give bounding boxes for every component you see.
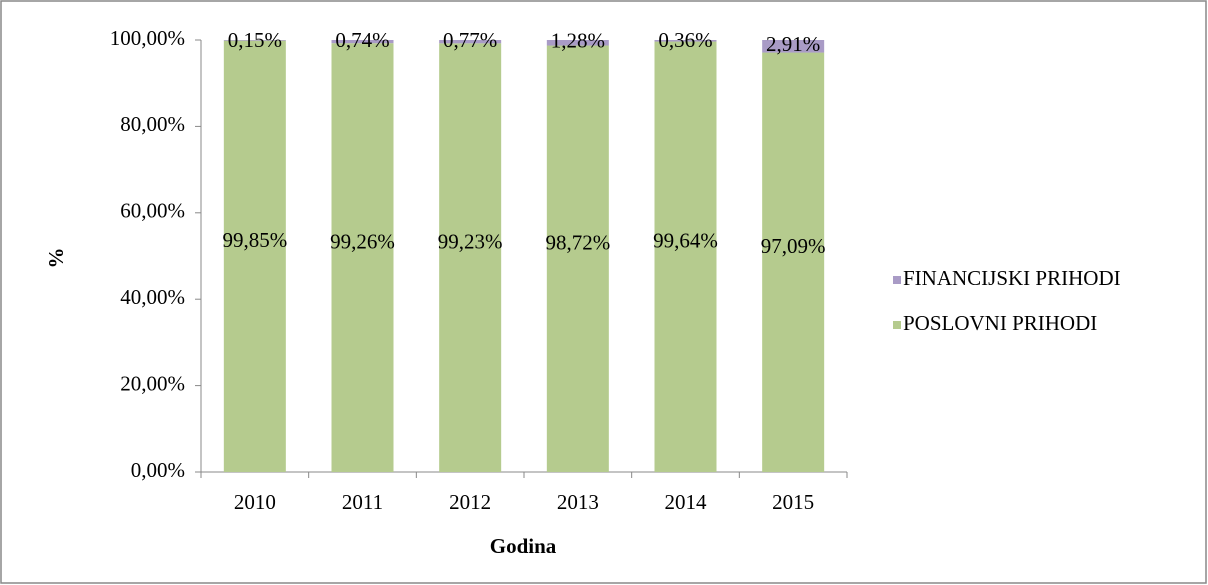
x-axis-title: Godina xyxy=(490,534,557,558)
bar-segment xyxy=(546,40,609,46)
y-tick-label: 80,00% xyxy=(120,112,185,136)
x-tick-label: 2010 xyxy=(234,490,276,514)
data-label: 0,15% xyxy=(228,28,282,52)
y-tick-label: 20,00% xyxy=(120,371,185,395)
bar-segment xyxy=(331,40,394,44)
bar-segment xyxy=(654,40,717,42)
bar-segment xyxy=(439,40,502,44)
bar-segment xyxy=(223,40,286,41)
bar-segment xyxy=(546,45,609,472)
y-tick-label: 0,00% xyxy=(131,458,185,482)
data-label: 0,77% xyxy=(443,28,497,52)
x-tick-label: 2013 xyxy=(557,490,599,514)
legend-label: POSLOVNI PRIHODI xyxy=(903,311,1097,335)
data-label: 2,91% xyxy=(766,32,820,56)
data-label: 99,23% xyxy=(438,229,503,253)
bar-segment xyxy=(223,40,286,472)
bar-segment xyxy=(654,41,717,472)
y-axis-title: % xyxy=(44,248,68,269)
legend-swatch xyxy=(893,276,901,284)
data-label: 98,72% xyxy=(545,231,610,255)
data-label: 0,74% xyxy=(335,28,389,52)
data-label: 99,26% xyxy=(330,229,395,253)
bar-segment xyxy=(439,43,502,472)
x-tick-label: 2015 xyxy=(772,490,814,514)
data-label: 99,64% xyxy=(653,229,718,253)
legend-label: FINANCIJSKI PRIHODI xyxy=(903,266,1121,290)
bar-segment xyxy=(331,43,394,472)
data-label: 1,28% xyxy=(551,29,605,53)
data-label: 97,09% xyxy=(761,234,826,258)
y-tick-label: 100,00% xyxy=(110,26,185,50)
legend-swatch xyxy=(893,321,901,329)
data-label: 99,85% xyxy=(222,228,287,252)
x-tick-label: 2014 xyxy=(665,490,708,514)
data-label: 0,36% xyxy=(658,28,712,52)
y-tick-label: 60,00% xyxy=(120,199,185,223)
bar-segment xyxy=(762,40,825,53)
x-tick-label: 2012 xyxy=(449,490,491,514)
y-tick-label: 40,00% xyxy=(120,285,185,309)
x-tick-label: 2011 xyxy=(342,490,383,514)
bar-segment xyxy=(762,52,825,473)
